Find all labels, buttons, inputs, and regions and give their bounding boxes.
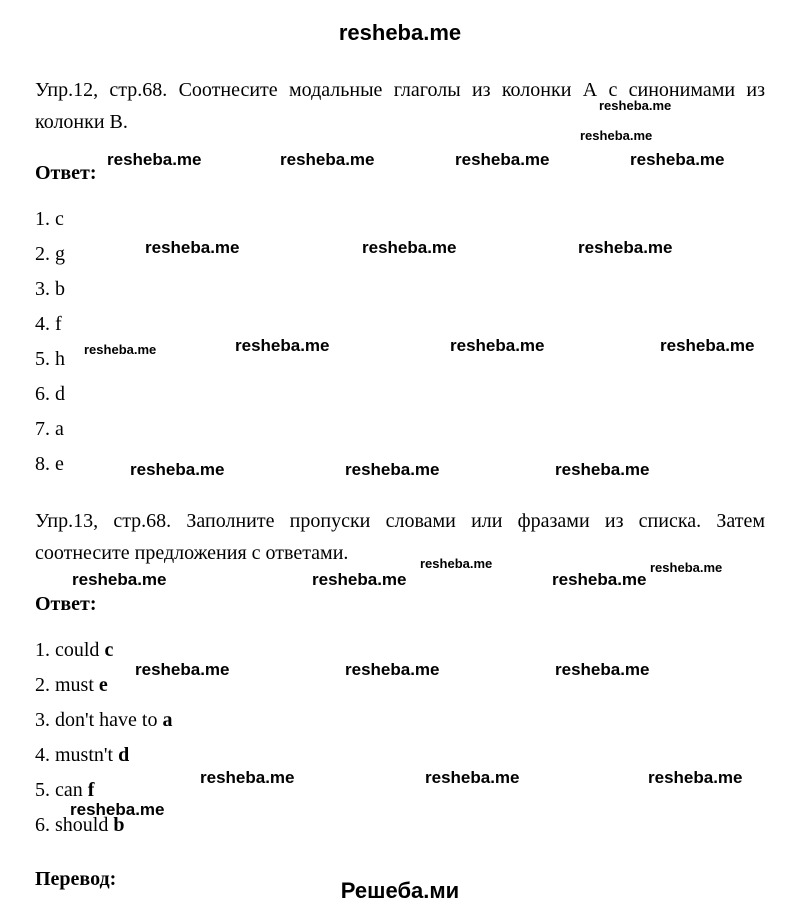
watermark: resheba.me bbox=[552, 570, 647, 590]
answer-item: 3. b bbox=[35, 273, 765, 306]
answer-item: 1. could c bbox=[35, 634, 765, 667]
exercise-12-text: Упр.12, стр.68. Соотнесите модальные гла… bbox=[35, 74, 765, 138]
answer-item: 1. c bbox=[35, 203, 765, 236]
answer-item: 6. d bbox=[35, 378, 765, 411]
page-footer: Решеба.ми bbox=[0, 878, 800, 904]
exercise-12-answer-list: 1. c2. g3. b4. f5. h6. d7. a8. e bbox=[35, 203, 765, 481]
watermark: resheba.me bbox=[72, 570, 167, 590]
exercise-13-answer-list: 1. could c2. must e3. don't have to a4. … bbox=[35, 634, 765, 842]
answer-item: 5. can f bbox=[35, 774, 765, 807]
answer-item: 7. a bbox=[35, 413, 765, 446]
page-header: resheba.me bbox=[35, 20, 765, 46]
answer-item: 2. g bbox=[35, 238, 765, 271]
answer-item: 4. f bbox=[35, 308, 765, 341]
exercise-12-answer-label: Ответ: bbox=[35, 162, 765, 185]
answer-item: 2. must e bbox=[35, 669, 765, 702]
exercise-13-answer-label: Ответ: bbox=[35, 593, 765, 616]
answer-item: 3. don't have to a bbox=[35, 704, 765, 737]
watermark: resheba.me bbox=[312, 570, 407, 590]
answer-item: 6. should b bbox=[35, 809, 765, 842]
answer-item: 8. e bbox=[35, 448, 765, 481]
exercise-13-text: Упр.13, стр.68. Заполните пропуски слова… bbox=[35, 505, 765, 569]
answer-item: 5. h bbox=[35, 343, 765, 376]
answer-item: 4. mustn't d bbox=[35, 739, 765, 772]
